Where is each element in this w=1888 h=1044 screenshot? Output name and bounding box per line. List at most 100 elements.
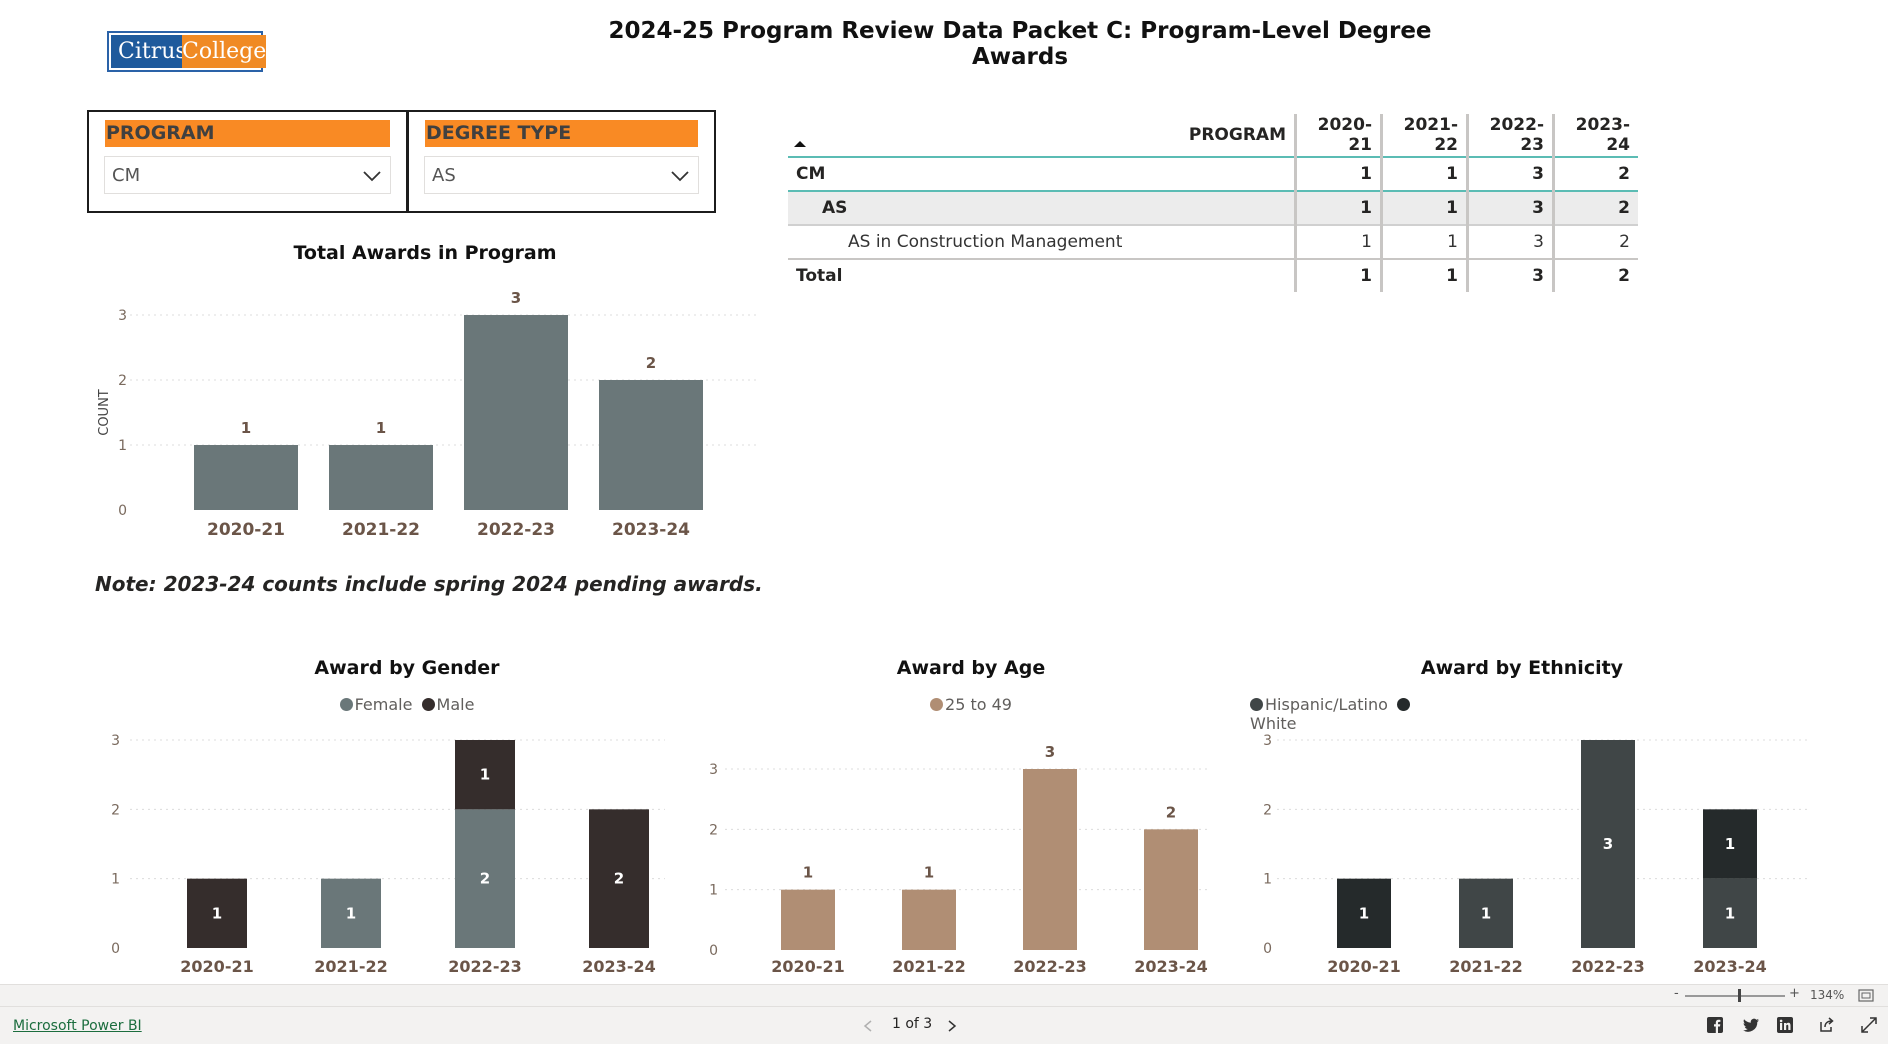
x-category-label: 2022-23: [1013, 957, 1086, 976]
legend-dot: [421, 698, 435, 711]
bar: [1144, 829, 1198, 950]
y-tick-label: 3: [1263, 733, 1272, 749]
chart-title-total: Total Awards in Program: [293, 242, 557, 264]
bar: [329, 445, 433, 510]
data-label: 3: [1045, 743, 1055, 761]
logo-text-left: Citrus: [111, 35, 187, 68]
legend-ethnicity: Hispanic/Latino White: [1250, 695, 1450, 733]
legend-dot: [1250, 698, 1263, 711]
matrix-cell: 1: [1380, 157, 1468, 192]
legend-age: 25 to 49: [771, 695, 1171, 714]
program-dropdown[interactable]: CM: [104, 156, 391, 194]
x-category-label: 2022-23: [1571, 957, 1644, 976]
legend-gender: Female Male: [207, 695, 607, 714]
zoom-level: 134%: [1810, 988, 1845, 1002]
chart-title-gender: Award by Gender: [314, 657, 500, 679]
x-category-label: 2020-21: [207, 520, 285, 540]
matrix-cell: 2: [1552, 259, 1638, 292]
x-category-label: 2020-21: [180, 957, 253, 976]
data-label: 1: [1725, 904, 1735, 922]
linkedin-icon[interactable]: [1776, 1016, 1794, 1034]
legend-item[interactable]: White: [1250, 695, 1412, 733]
legend-item[interactable]: Hispanic/Latino: [1250, 695, 1388, 714]
share-icon[interactable]: [1818, 1016, 1836, 1034]
matrix-cell: 3: [1466, 259, 1554, 292]
y-tick-label: 2: [1263, 802, 1272, 818]
chevron-down-icon: [363, 171, 381, 182]
program-slicer: PROGRAM CM: [87, 110, 408, 213]
matrix-cell: 2: [1552, 157, 1638, 192]
data-label: 1: [480, 766, 490, 784]
x-category-label: 2021-22: [342, 520, 420, 540]
matrix-header-col[interactable]: 2022-23: [1466, 114, 1554, 158]
bar: [781, 889, 835, 950]
y-tick-label: 3: [111, 733, 120, 749]
fit-page-icon[interactable]: [1858, 989, 1874, 1002]
matrix-row-total: Total 1 1 3 2: [788, 259, 1638, 292]
matrix-row-label: AS: [788, 191, 1296, 226]
matrix-cell: 2: [1552, 191, 1638, 226]
matrix-header-col[interactable]: 2020-21: [1294, 114, 1382, 158]
facebook-icon[interactable]: [1706, 1016, 1724, 1034]
bar: [902, 889, 956, 950]
legend-item[interactable]: 25 to 49: [930, 695, 1012, 714]
y-axis-label: COUNT: [97, 389, 112, 436]
x-category-label: 2021-22: [1449, 957, 1522, 976]
matrix-cell: 1: [1380, 191, 1468, 226]
matrix-row-label: CM: [788, 157, 1296, 192]
bar: [1581, 740, 1635, 948]
bar: [455, 740, 515, 810]
matrix-header-col[interactable]: 2021-22: [1380, 114, 1468, 158]
degree-type-dropdown[interactable]: AS: [424, 156, 699, 194]
data-label: 2: [646, 354, 656, 372]
previous-page-icon[interactable]: [862, 1019, 874, 1033]
data-label: 2: [1166, 803, 1176, 821]
x-category-label: 2023-24: [612, 520, 690, 540]
matrix-cell: 1: [1294, 191, 1382, 226]
twitter-icon[interactable]: [1742, 1016, 1760, 1034]
degree-type-slicer: DEGREE TYPE AS: [407, 110, 716, 213]
powerbi-link[interactable]: Microsoft Power BI: [13, 1018, 142, 1034]
logo-text-right: College: [182, 35, 267, 68]
bar: [455, 809, 515, 948]
y-tick-label: 1: [111, 872, 120, 888]
matrix-cell: 1: [1294, 157, 1382, 192]
y-tick-label: 3: [118, 308, 127, 324]
data-label: 3: [1603, 835, 1613, 853]
next-page-icon[interactable]: [946, 1019, 958, 1033]
zoom-slider-thumb[interactable]: [1738, 989, 1741, 1002]
data-label: 2: [614, 870, 624, 888]
page-indicator: 1 of 3: [892, 1016, 933, 1032]
sort-ascending-icon[interactable]: [794, 140, 806, 148]
bar: [1703, 809, 1757, 879]
matrix-row-as[interactable]: AS 1 1 3 2: [788, 191, 1638, 226]
fullscreen-icon[interactable]: [1860, 1016, 1878, 1034]
x-category-label: 2022-23: [448, 957, 521, 976]
y-tick-label: 2: [709, 822, 718, 838]
zoom-slider-track[interactable]: [1685, 995, 1785, 997]
x-category-label: 2021-22: [892, 957, 965, 976]
bar: [1023, 769, 1077, 950]
data-label: 1: [803, 864, 813, 882]
matrix-header-program[interactable]: PROGRAM: [788, 114, 1296, 158]
zoom-plus-button[interactable]: +: [1789, 986, 1800, 1001]
bar: [1337, 878, 1391, 948]
report-title: 2024-25 Program Review Data Packet C: Pr…: [608, 18, 1432, 70]
matrix-row-leaf[interactable]: AS in Construction Management 1 1 3 2: [788, 225, 1638, 260]
zoom-minus-button[interactable]: -: [1674, 986, 1679, 1001]
matrix-row-cm[interactable]: CM 1 1 3 2: [788, 157, 1638, 192]
bar: [321, 878, 381, 948]
legend-item[interactable]: Female: [339, 695, 412, 714]
degree-type-slicer-header: DEGREE TYPE: [425, 120, 698, 147]
matrix-header-col[interactable]: 2023-24: [1552, 114, 1638, 158]
matrix-cell: 3: [1466, 191, 1554, 226]
legend-item[interactable]: Male: [421, 695, 474, 714]
matrix-cell: 2: [1552, 225, 1638, 260]
y-tick-label: 0: [1263, 941, 1272, 957]
x-category-label: 2023-24: [1134, 957, 1207, 976]
bar: [1703, 878, 1757, 948]
data-label: 1: [376, 419, 386, 437]
bar: [187, 878, 247, 948]
